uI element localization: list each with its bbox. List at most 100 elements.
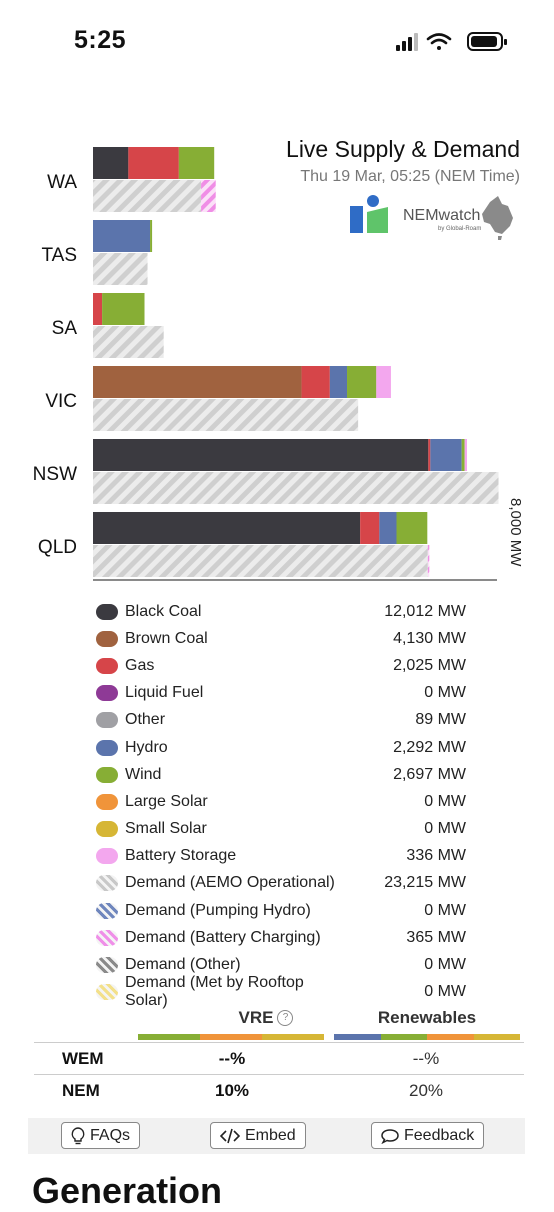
strip-segment — [380, 1034, 427, 1040]
renewables-value: 20% — [408, 1081, 444, 1100]
legend-item: Battery Storage 336 MW — [96, 843, 466, 870]
legend-swatch — [96, 766, 118, 783]
demand-bar-tas — [93, 253, 148, 285]
strip-segment — [138, 1034, 200, 1040]
legend-value: 4,130 MW — [393, 629, 466, 647]
legend-value: 2,292 MW — [393, 738, 466, 756]
legend-swatch — [96, 630, 118, 647]
action-bar: FAQs Embed Feedback — [28, 1118, 525, 1154]
legend-value: 0 MW — [424, 792, 466, 810]
legend-label: Black Coal — [125, 602, 202, 620]
supply-bar-nsw-gas — [428, 439, 431, 471]
legend-item: Small Solar 0 MW — [96, 816, 466, 843]
legend-label: Demand (Pumping Hydro) — [125, 901, 311, 919]
legend-value: 0 MW — [424, 684, 466, 702]
info-icon[interactable]: ? — [277, 1010, 294, 1026]
legend-label: Large Solar — [125, 792, 208, 810]
supply-bar-qld-gas — [360, 512, 380, 544]
demand-bar-qld — [93, 545, 428, 577]
supply-bar-vic-battery-storage — [376, 366, 391, 398]
supply-bar-qld-hydro — [379, 512, 397, 544]
legend-item: Brown Coal 4,130 MW — [96, 625, 466, 652]
supply-bar-wa-black-coal — [93, 147, 129, 179]
legend-swatch — [96, 603, 118, 620]
faqs-button[interactable]: FAQs — [61, 1122, 141, 1149]
legend-swatch — [96, 657, 118, 674]
legend-value: 2,025 MW — [393, 656, 466, 674]
region-label-wa: WA — [47, 172, 77, 193]
embed-button[interactable]: Embed — [210, 1122, 306, 1149]
legend-item: Demand (AEMO Operational) 23,215 MW — [96, 870, 466, 897]
legend-swatch — [96, 902, 118, 919]
demand-bar-vic — [93, 399, 359, 431]
battery-charging-bar-qld — [427, 545, 430, 577]
legend-item: Gas 2,025 MW — [96, 652, 466, 679]
region-label-vic: VIC — [45, 391, 77, 412]
legend-label: Battery Storage — [125, 847, 237, 865]
vre-color-strip — [138, 1034, 324, 1040]
strip-segment — [473, 1034, 520, 1040]
supply-bar-nsw-black-coal — [93, 439, 429, 471]
summary-row-label: WEM — [62, 1049, 104, 1068]
chart-title: Live Supply & Demand — [286, 136, 520, 162]
region-label-qld: QLD — [38, 537, 77, 558]
speech-bubble-icon — [381, 1128, 399, 1144]
signal-icon — [396, 33, 418, 51]
vre-value: --% — [218, 1049, 246, 1068]
battery-charging-bar-wa — [201, 180, 216, 212]
svg-text:NEMwatch: NEMwatch — [403, 207, 480, 224]
status-bar: 5:25 — [0, 0, 554, 80]
legend-label: Demand (Battery Charging) — [125, 928, 321, 946]
supply-bar-nsw-battery-storage — [464, 439, 468, 471]
legend-item: Black Coal 12,012 MW — [96, 598, 466, 625]
supply-bar-nsw-wind — [461, 439, 465, 471]
legend-item: Large Solar 0 MW — [96, 788, 466, 815]
legend-value: 365 MW — [406, 928, 466, 946]
strip-segment — [200, 1034, 262, 1040]
status-icons — [396, 32, 507, 51]
renewables-header: Renewables — [377, 1008, 477, 1027]
svg-text:by Global-Roam: by Global-Roam — [438, 226, 481, 232]
status-time: 5:25 — [74, 26, 127, 54]
legend-label: Hydro — [125, 738, 168, 756]
supply-bar-qld-black-coal — [93, 512, 361, 544]
summary-row-wem: WEM --% --% — [34, 1042, 524, 1074]
legend-swatch — [96, 739, 118, 756]
feedback-button[interactable]: Feedback — [371, 1122, 485, 1149]
region-label-nsw: NSW — [33, 464, 77, 485]
legend-label: Other — [125, 711, 166, 729]
renewables-color-strip — [334, 1034, 520, 1040]
feedback-label: Feedback — [404, 1126, 475, 1144]
supply-bar-vic-gas — [301, 366, 330, 398]
region-label-sa: SA — [52, 318, 78, 339]
wifi-icon — [426, 33, 452, 50]
legend-swatch — [96, 848, 118, 865]
legend-item: Demand (Pumping Hydro) 0 MW — [96, 897, 466, 924]
supply-bar-qld-wind — [396, 512, 428, 544]
legend-swatch — [96, 793, 118, 810]
section-heading-generation: Generation — [32, 1170, 223, 1211]
legend-swatch — [96, 875, 118, 892]
legend-value: 336 MW — [406, 847, 466, 865]
embed-label: Embed — [245, 1126, 296, 1144]
legend-swatch — [96, 685, 118, 702]
region-label-tas: TAS — [41, 245, 77, 266]
legend-value: 0 MW — [424, 901, 466, 919]
summary-row-label: NEM — [62, 1081, 100, 1100]
legend-value: 89 MW — [415, 711, 466, 729]
legend-value: 2,697 MW — [393, 765, 466, 783]
legend-item: Demand (Other) 0 MW — [96, 951, 466, 978]
supply-bar-vic-wind — [347, 366, 377, 398]
demand-bar-nsw — [93, 472, 499, 504]
supply-bar-tas-wind — [150, 220, 153, 252]
legend-value: 0 MW — [424, 956, 466, 974]
legend-item: Demand (Battery Charging) 365 MW — [96, 924, 466, 951]
legend-swatch — [96, 984, 118, 1001]
supply-bar-wa-wind — [178, 147, 215, 179]
legend-value: 23,215 MW — [384, 874, 466, 892]
legend: Black Coal 12,012 MW Brown Coal 4,130 MW Gas… — [96, 598, 466, 1009]
summary-header: VRE? Renewables — [34, 1006, 524, 1042]
battery-icon — [467, 32, 507, 51]
legend-item: Wind 2,697 MW — [96, 761, 466, 788]
renewables-value: --% — [412, 1049, 440, 1068]
